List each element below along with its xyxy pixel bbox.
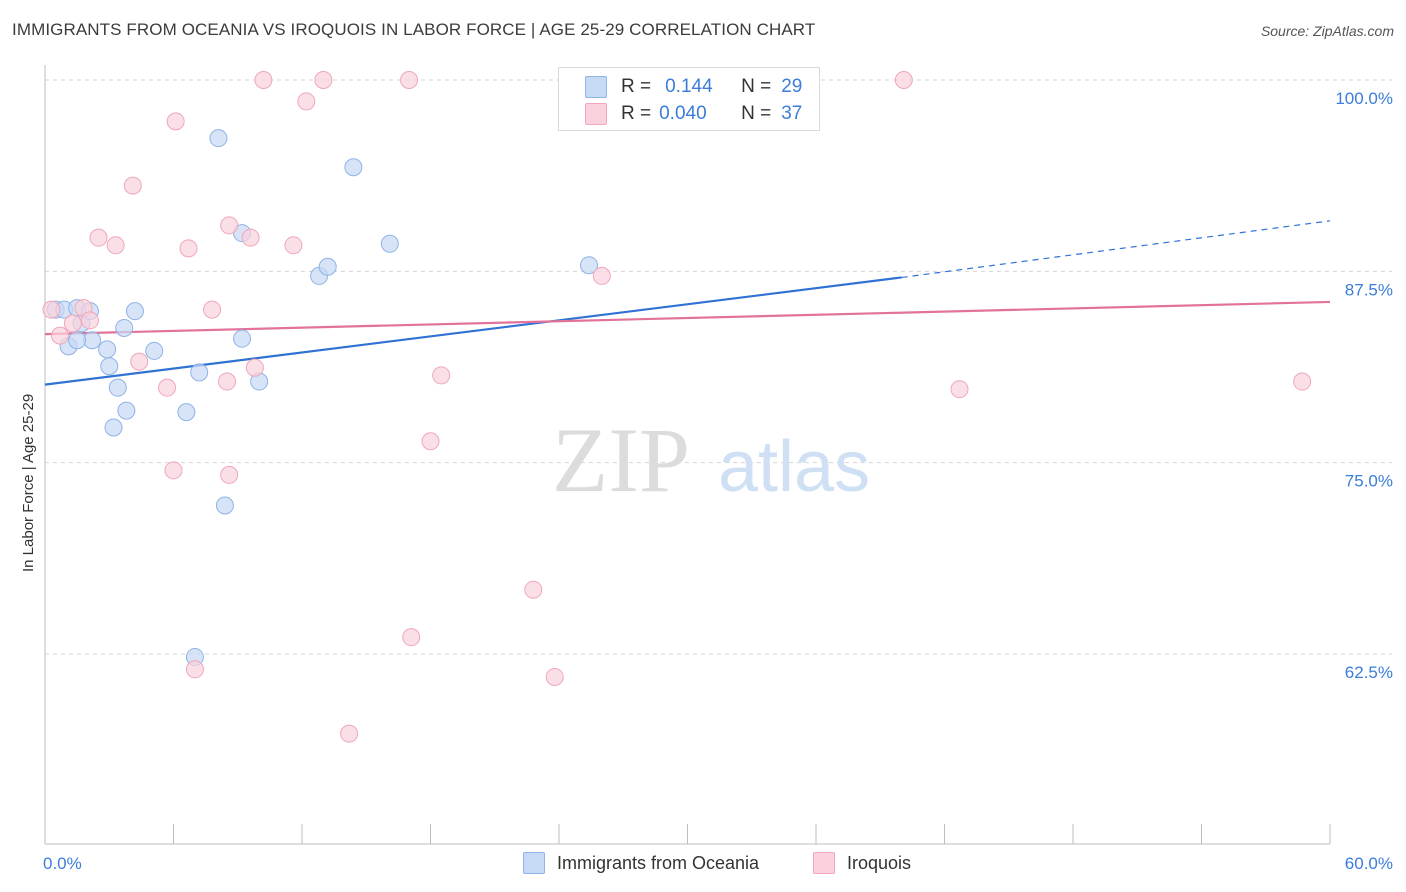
oceania-point [579,256,598,275]
iroquois-point [50,326,69,345]
iroquois-point [524,580,543,599]
y-tick-label: 87.5% [1345,280,1393,299]
n-label: N = [741,76,772,97]
y-tick-label: 75.0% [1345,472,1393,491]
iroquois-point [297,92,316,111]
axes [44,65,1331,845]
iroquois-point [254,71,273,89]
oceania-trend-extension [901,220,1331,279]
legend-item-oceania[interactable]: Immigrants from Oceania [523,852,759,874]
iroquois-point [203,300,222,319]
iroquois-point [130,352,149,371]
iroquois-point [80,311,99,330]
pink-swatch-icon [585,103,607,125]
x-tick-label: 0.0% [43,854,82,873]
iroquois-point [592,266,611,285]
legend-item-iroquois[interactable]: Iroquois [813,852,911,874]
oceania-point [68,331,87,350]
oceania-point [145,341,164,360]
iroquois-point [185,660,204,679]
pink-swatch-icon [813,852,835,874]
iroquois-point [545,667,564,686]
r-value: 0.040 [659,103,707,124]
iroquois-point [220,216,239,235]
oceania-point [104,418,123,437]
trend-lines [44,220,1331,386]
legend-label: Immigrants from Oceania [557,852,760,873]
iroquois-point [950,380,969,399]
iroquois-trend-line [44,300,1331,336]
iroquois-point [123,176,142,195]
n-value: 37 [781,103,803,124]
source-credit: Source: ZipAtlas.com [1260,23,1394,39]
oceania-point [117,401,136,420]
watermark-atlas: atlas [718,427,870,507]
iroquois-point [89,228,108,247]
stats-row-iroquois: R = 0.040 N = 37 [585,101,802,127]
iroquois-point [894,71,913,89]
iroquois-point [340,724,359,743]
watermark: ZIP atlas [552,409,870,511]
oceania-point [98,340,117,359]
iroquois-point [166,112,185,131]
oceania-point [108,378,127,397]
oceania-point [233,329,252,348]
n-label: N = [741,103,772,124]
blue-swatch-icon [585,76,607,98]
iroquois-point [241,228,260,247]
oceania-point [177,403,196,422]
iroquois-point [314,71,333,89]
y-tick-label: 62.5% [1345,663,1393,682]
iroquois-point [218,372,237,391]
tick-labels: 100.0% 87.5% 75.0% 62.5% 0.0% 60.0% [43,89,1393,873]
oceania-point [209,129,228,148]
oceania-trend-line [44,276,902,386]
oceania-point [115,318,134,337]
iroquois-point [432,366,451,385]
iroquois-point [158,378,177,397]
correlation-stats-box: R = 0.144 N = 29 R = 0.040 N = 37 [558,67,820,131]
oceania-point [380,234,399,253]
chart-title: IMMIGRANTS FROM OCEANIA VS IROQUOIS IN L… [12,20,816,39]
x-tick-label: 60.0% [1345,854,1393,873]
iroquois-point [421,432,440,451]
data-points [42,71,1312,743]
y-tick-label: 100.0% [1335,89,1393,108]
iroquois-point [164,461,183,480]
iroquois-point [400,71,419,89]
oceania-point [344,158,363,177]
oceania-point [215,496,234,515]
iroquois-point [245,358,264,377]
r-value: 0.144 [665,76,713,97]
r-label: R = [621,103,652,124]
iroquois-point [284,236,303,255]
legend-label: Iroquois [847,852,912,873]
oceania-point [125,302,144,321]
iroquois-point [1293,372,1312,391]
iroquois-point [42,300,61,319]
oceania-point [100,357,119,376]
r-label: R = [621,76,652,97]
iroquois-point [179,239,198,258]
y-axis-label-wrap: In Labor Force | Age 25-29 [18,0,40,892]
n-value: 29 [781,76,803,97]
watermark-zip: ZIP [552,409,690,511]
oceania-point [83,331,102,350]
oceania-point [318,257,337,276]
y-axis-label: In Labor Force | Age 25-29 [20,393,37,572]
blue-swatch-icon [523,852,545,874]
iroquois-point [220,465,239,484]
oceania-point [190,363,209,382]
iroquois-point [402,628,421,647]
stats-row-oceania: R = 0.144 N = 29 [585,74,802,100]
iroquois-point [106,236,125,255]
iroquois-point [63,314,82,333]
